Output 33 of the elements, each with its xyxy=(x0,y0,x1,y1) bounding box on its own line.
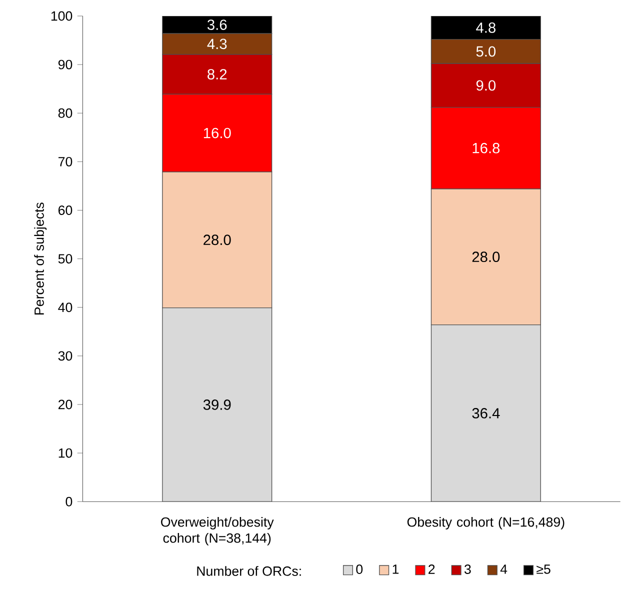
legend-label: 4 xyxy=(500,564,508,574)
x-tick-label: Obesity cohort (N=16,489) xyxy=(407,517,564,530)
y-tick-label: 10 xyxy=(58,448,72,458)
data-label: 39.9 xyxy=(203,400,231,410)
data-label: 28.0 xyxy=(472,252,500,262)
legend-title: Number of ORCs: xyxy=(197,566,301,576)
legend-label: ≥5 xyxy=(536,564,550,574)
y-tick-label: 40 xyxy=(58,302,72,312)
data-label: 16.0 xyxy=(204,128,231,138)
y-tick-label: 90 xyxy=(58,60,72,70)
legend-label: 3 xyxy=(464,564,471,574)
y-axis-title: Percent of subjects xyxy=(34,202,47,315)
data-label: 28.0 xyxy=(204,234,231,246)
data-label: 36.4 xyxy=(472,408,500,419)
data-label: 8.2 xyxy=(208,69,227,80)
data-label: 3.6 xyxy=(207,20,227,30)
data-label: 5.0 xyxy=(476,46,496,57)
data-label: 16.8 xyxy=(472,143,500,154)
y-tick-label: 60 xyxy=(58,206,72,216)
x-tick-label: Overweight/obesity cohort (N=38,144) xyxy=(161,517,274,546)
y-tick-label: 100 xyxy=(51,11,72,21)
legend-label: 0 xyxy=(356,564,363,574)
y-tick-label: 70 xyxy=(58,157,72,167)
y-tick-label: 0 xyxy=(66,497,72,506)
legend-label: 1 xyxy=(392,564,399,574)
y-tick-label: 20 xyxy=(58,400,72,410)
data-label: 4.3 xyxy=(207,38,227,50)
y-tick-label: 30 xyxy=(58,351,72,361)
y-tick-label: 80 xyxy=(58,108,72,118)
legend-label: 2 xyxy=(428,564,435,574)
y-tick-label: 50 xyxy=(58,254,72,264)
data-label: 9.0 xyxy=(476,80,496,91)
data-label: 4.8 xyxy=(476,22,496,34)
